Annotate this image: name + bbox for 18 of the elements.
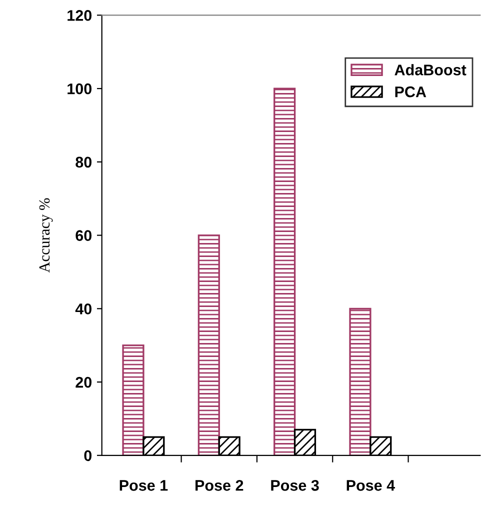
bar [349,308,372,456]
y-tick-label: 80 [76,156,92,168]
x-tick-label: Pose 3 [271,480,319,491]
x-tick-label: Pose 1 [120,480,168,491]
bar [274,88,296,456]
bar [122,344,144,456]
legend-label: PCA [395,86,426,98]
bar [198,234,220,456]
y-tick-label: 20 [76,376,92,388]
x-tick-label: Pose 4 [346,480,395,491]
y-tick-label: 100 [68,83,92,94]
y-tick-label: 120 [68,10,92,21]
y-tick-label: 60 [76,230,92,241]
y-tick-label: 0 [84,450,92,462]
x-tick-label: Pose 2 [196,480,244,491]
y-tick-label: 40 [75,304,92,314]
y-axis-title: Accuracy % [39,198,53,273]
legend-label: AdaBoost [394,64,466,76]
